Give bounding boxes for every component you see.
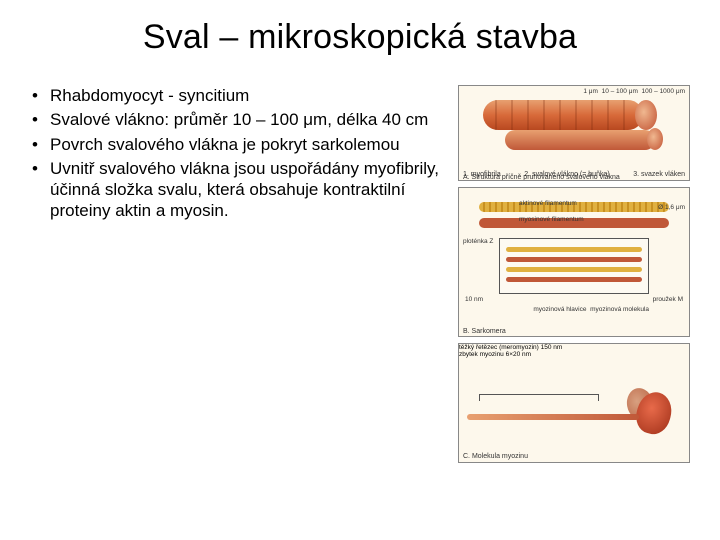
figure-label: myosinové filamentum: [519, 216, 584, 223]
figure-a: 1 μm 10 – 100 μm 100 – 1000 μm 1. myofib…: [458, 85, 690, 181]
figure-column: 1 μm 10 – 100 μm 100 – 1000 μm 1. myofib…: [458, 85, 690, 463]
figure-caption: A. Struktura příčně pruhovaného svalovéh…: [463, 174, 620, 181]
content-row: Rhabdomyocyt - syncitium Svalové vlákno:…: [30, 85, 690, 463]
figure-b: aktinové filamentum myosinové filamentum…: [458, 187, 690, 337]
figure-label: proužek M: [653, 296, 683, 303]
fiber-cap-icon: [635, 100, 657, 130]
figure-label: Ø 1,6 μm: [658, 204, 685, 211]
bullet-item: Rhabdomyocyt - syncitium: [30, 85, 450, 106]
figure-caption: C. Molekula myozinu: [463, 453, 528, 460]
sarcomere-box-icon: [499, 238, 649, 294]
figure-label: 10 nm: [465, 296, 483, 303]
myosin-filament-icon: [506, 257, 642, 262]
slide: Sval – mikroskopická stavba Rhabdomyocyt…: [0, 0, 720, 540]
figure-c: těžký řetězec (meromyozin) 150 nm zbytek…: [458, 343, 690, 463]
figure-label: 3. svazek vláken: [633, 171, 685, 178]
bullet-item: Uvnitř svalového vlákna jsou uspořádány …: [30, 158, 450, 222]
figure-label: těžký řetězec (meromyozin) 150 nm: [459, 344, 689, 351]
dimension-bracket-icon: [479, 394, 599, 404]
figure-caption: B. Sarkomera: [463, 328, 506, 335]
figure-label: zbytek myozinu 6×20 nm: [459, 351, 689, 358]
myosin-filament-icon: [506, 277, 642, 282]
muscle-fiber-icon: [505, 130, 655, 150]
slide-title: Sval – mikroskopická stavba: [30, 18, 690, 57]
fiber-cap-icon: [647, 128, 663, 150]
bullet-item: Povrch svalového vlákna je pokryt sarkol…: [30, 134, 450, 155]
figure-label: aktinové filamentum: [519, 200, 577, 207]
bullet-item: Svalové vlákno: průměr 10 – 100 μm, délk…: [30, 109, 450, 130]
myosin-tail-icon: [467, 414, 639, 420]
figure-dim-label: 1 μm 10 – 100 μm 100 – 1000 μm: [583, 88, 685, 95]
figure-label: ploténka Z: [463, 238, 493, 245]
actin-filament-icon: [506, 267, 642, 272]
actin-filament-icon: [506, 247, 642, 252]
bullet-list: Rhabdomyocyt - syncitium Svalové vlákno:…: [30, 85, 450, 463]
muscle-fiber-icon: [483, 100, 643, 130]
figure-label: myozinová hlavice myozinová molekula: [533, 306, 649, 313]
